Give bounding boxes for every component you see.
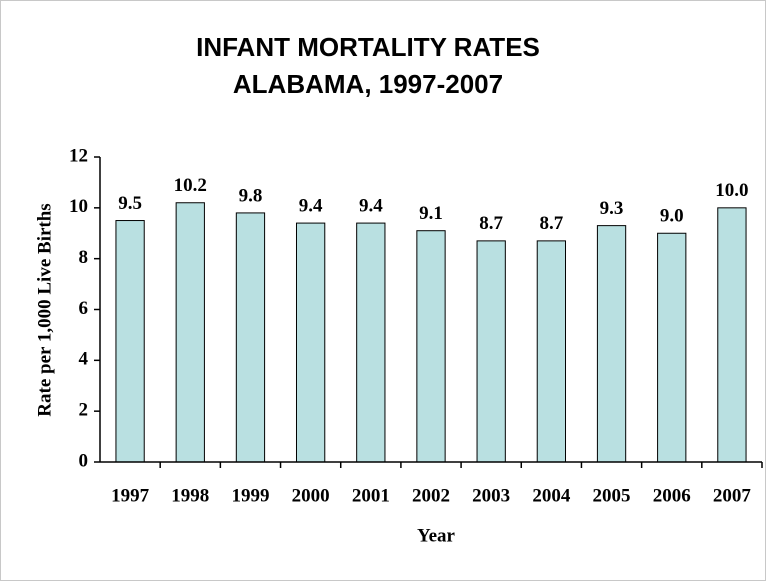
bar	[416, 230, 446, 463]
bar	[536, 240, 567, 463]
data-label: 10.2	[174, 175, 207, 196]
x-tick-label: 2002	[412, 485, 450, 506]
data-label: 9.5	[118, 193, 142, 214]
x-axis-label: Year	[417, 525, 456, 546]
bar	[235, 212, 266, 463]
y-tick-label: 12	[69, 145, 88, 166]
y-tick-label: 2	[79, 400, 89, 421]
bar	[175, 202, 205, 463]
bar	[115, 220, 145, 463]
x-tick-label: 2004	[532, 485, 571, 506]
data-label: 9.3	[600, 198, 624, 219]
chart-subtitle: ALABAMA, 1997-2007	[233, 69, 503, 99]
data-label: 9.4	[299, 195, 323, 216]
y-tick-label: 8	[79, 247, 89, 268]
x-tick-label: 1999	[231, 485, 269, 506]
bar	[657, 232, 687, 463]
data-label: 8.7	[479, 213, 503, 234]
data-label: 9.1	[419, 203, 443, 224]
bar	[356, 222, 386, 463]
x-tick-label: 2000	[292, 485, 330, 506]
bar	[717, 207, 747, 463]
x-tick-label: 2007	[713, 485, 752, 506]
x-tick-label: 2003	[472, 485, 510, 506]
data-label: 9.0	[660, 206, 684, 227]
x-tick-label: 2006	[653, 485, 691, 506]
data-label: 8.7	[539, 213, 563, 234]
x-tick-label: 1997	[111, 485, 150, 506]
y-tick-label: 10	[69, 196, 88, 217]
chart-title: INFANT MORTALITY RATES	[196, 32, 540, 62]
x-tick-label: 1998	[171, 485, 209, 506]
bar	[596, 225, 627, 463]
data-label: 9.4	[359, 195, 383, 216]
y-axis-label: Rate per 1,000 Live Births	[34, 203, 55, 416]
bar	[295, 222, 326, 463]
y-tick-label: 6	[79, 298, 89, 319]
x-tick-label: 2005	[593, 485, 631, 506]
bar	[476, 240, 506, 463]
x-tick-label: 2001	[352, 485, 390, 506]
data-label: 9.8	[239, 185, 263, 206]
y-tick-label: 0	[79, 450, 89, 471]
data-label: 10.0	[715, 180, 748, 201]
y-tick-label: 4	[79, 349, 89, 370]
